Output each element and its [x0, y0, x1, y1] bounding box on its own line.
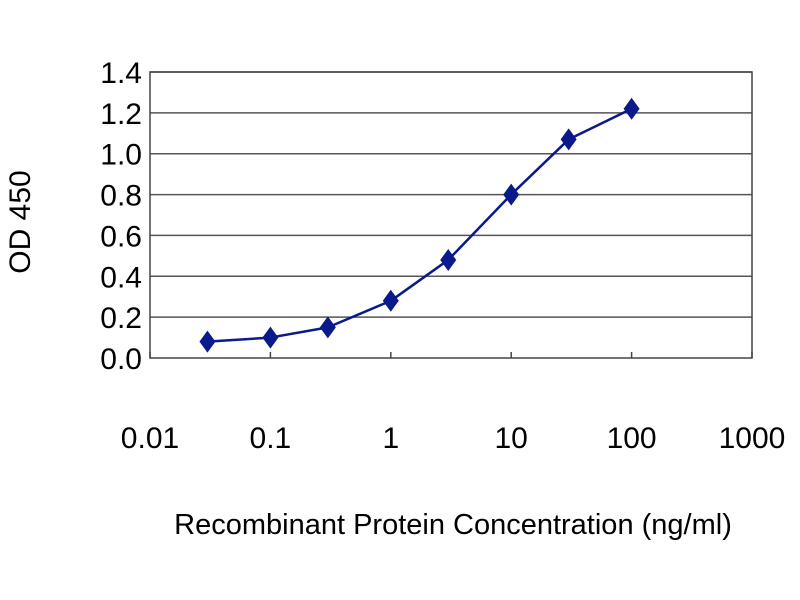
data-point-diamond [503, 183, 520, 206]
gridlines [150, 71, 752, 318]
y-tick-label: 1.0 [100, 139, 142, 172]
x-axis-ticks [149, 352, 753, 358]
x-tick-label: 0.1 [250, 422, 292, 455]
x-tick-label: 10 [495, 422, 528, 455]
y-tick-label: 0.6 [100, 220, 142, 253]
data-point-diamond [623, 97, 640, 120]
x-tick-label: 100 [607, 422, 657, 455]
data-point-diamond [382, 289, 399, 312]
data-point-diamond [199, 330, 216, 353]
x-axis-label: Recombinant Protein Concentration (ng/ml… [174, 509, 732, 541]
y-tick-label: 1.2 [100, 98, 142, 131]
y-tick-label: 1.4 [100, 57, 142, 90]
series-line [207, 107, 633, 343]
data-point-diamond [440, 248, 457, 271]
y-tick-label: 0.8 [100, 180, 142, 213]
plot-frame [149, 71, 753, 359]
y-axis-label: OD 450 [4, 170, 37, 273]
data-point-diamond [560, 128, 577, 151]
x-tick-label: 0.01 [121, 422, 179, 455]
y-axis-tick-labels: 0.0 0.2 0.4 0.6 0.8 1.0 1.2 1.4 [100, 57, 142, 376]
data-point-diamond [319, 316, 336, 339]
x-axis-tick-labels: 0.01 0.1 1 10 100 1000 [121, 422, 786, 455]
y-tick-label: 0.0 [100, 343, 142, 376]
y-tick-label: 0.4 [100, 261, 142, 294]
y-tick-label: 0.2 [100, 302, 142, 335]
x-tick-label: 1000 [719, 422, 786, 455]
x-tick-label: 1 [382, 422, 399, 455]
data-point-diamond [262, 326, 279, 349]
series-group [199, 97, 640, 353]
